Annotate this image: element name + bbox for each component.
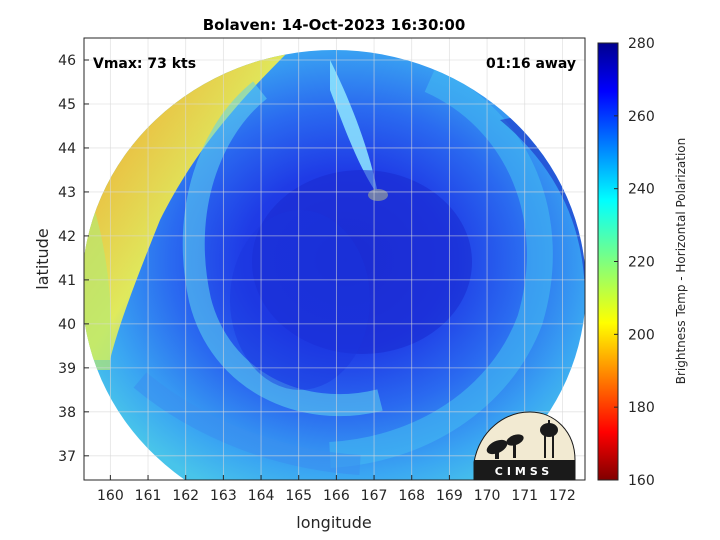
x-tick-label: 169 [436,488,463,504]
y-tick-label: 44 [58,141,76,157]
y-tick-label: 40 [58,317,76,333]
x-tick-label: 160 [97,488,124,504]
y-tick-label: 41 [58,273,76,289]
grid-lines [84,38,585,480]
x-tick-label: 162 [172,488,199,504]
colorbar-tick-label: 280 [628,36,655,52]
colorbar-tick-label: 180 [628,400,655,416]
colorbar-tick-label: 240 [628,182,655,198]
colorbar-ticks: 160 180 200 220 240 260 280 [614,36,655,489]
colorbar-tick-label: 260 [628,109,655,125]
x-tick-label: 172 [549,488,576,504]
colorbar-tick-label: 160 [628,473,655,489]
y-tick-label: 37 [58,449,76,465]
y-axis-label: latitude [33,228,52,289]
swath-image [84,50,585,480]
y-tick-label: 42 [58,229,76,245]
logo-text: CIMSS [495,465,553,478]
x-tick-label: 168 [398,488,425,504]
y-tick-label: 38 [58,405,76,421]
y-tick-label: 39 [58,361,76,377]
x-tick-label: 167 [361,488,388,504]
x-axis-label: longitude [296,513,371,532]
x-tick-label: 165 [285,488,312,504]
x-tick-label: 161 [135,488,162,504]
vmax-annotation: Vmax: 73 kts [93,56,196,72]
y-tick-label: 46 [58,53,76,69]
axes-frame [83,37,586,481]
y-tick-label: 43 [58,185,76,201]
x-tick-labels: 160 161 162 163 164 165 166 167 168 169 170 171 172 [97,488,576,504]
x-tick-label: 170 [474,488,501,504]
y-tick-labels: 37 38 39 40 41 42 43 44 45 46 [58,53,76,465]
x-tick-label: 163 [210,488,237,504]
colorbar-tick-label: 220 [628,255,655,271]
y-tick-label: 45 [58,97,76,113]
x-tick-label: 164 [248,488,275,504]
time-away-annotation: 01:16 away [486,56,576,72]
colorbar-tick-label: 200 [628,327,655,343]
chart-title: Bolaven: 14-Oct-2023 16:30:00 [203,16,466,34]
x-tick-label: 166 [323,488,350,504]
x-tick-label: 171 [511,488,538,504]
colorbar-label: Brightness Temp - Horizontal Polarizatio… [674,138,688,385]
cimss-logo: CIMSS [473,411,576,481]
